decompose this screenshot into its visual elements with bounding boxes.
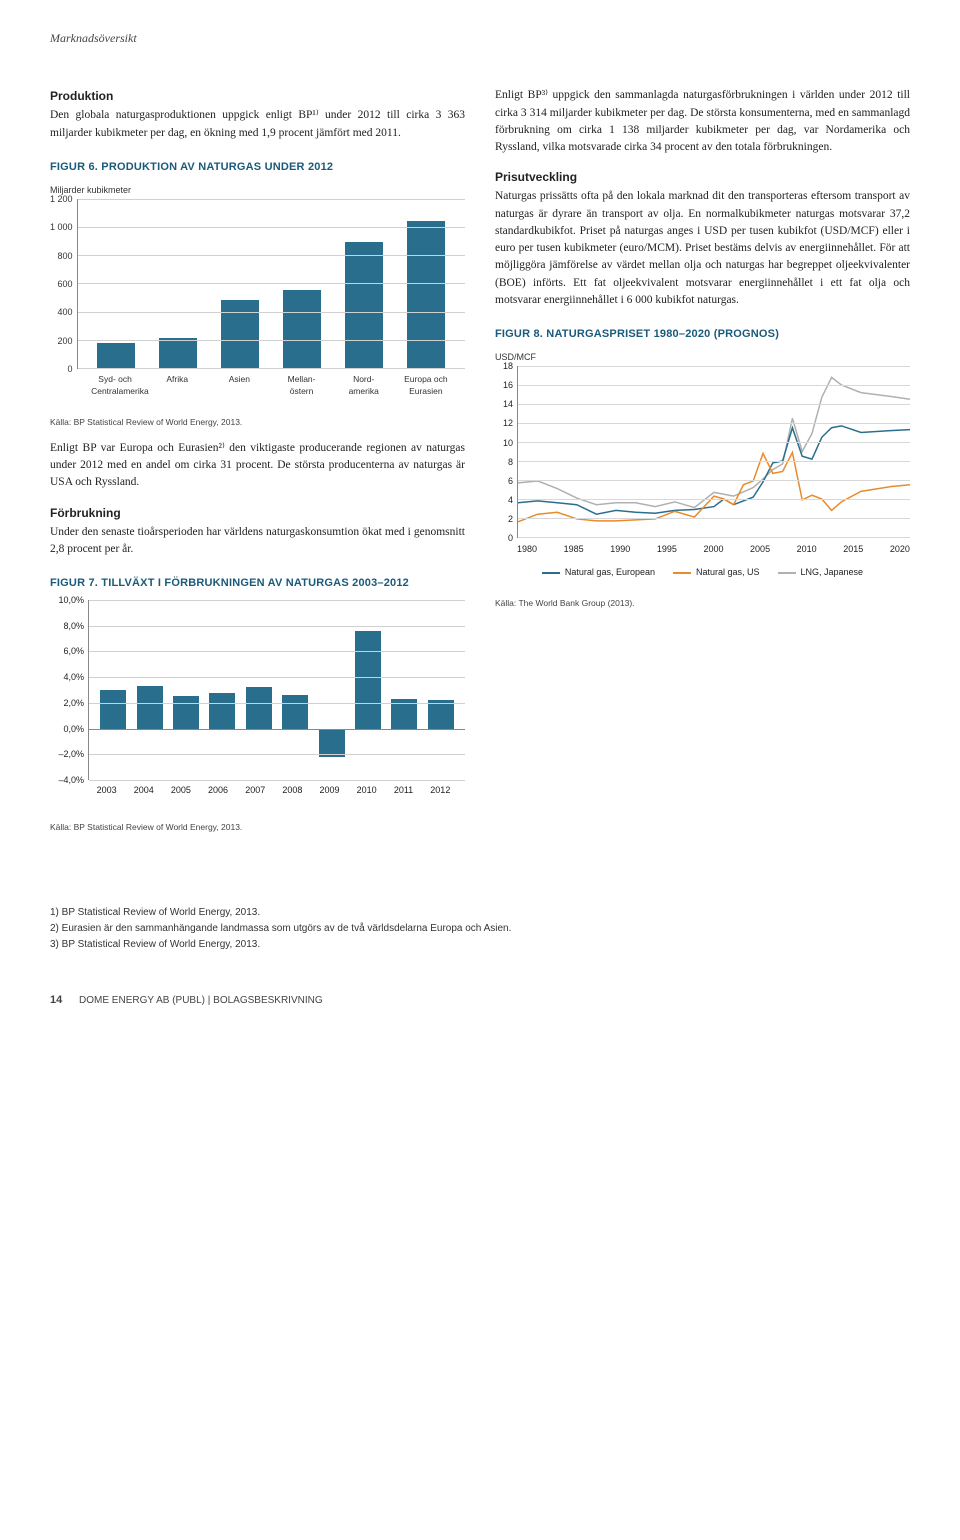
page-number: 14 (50, 994, 62, 1006)
fig8-line-eu (518, 426, 910, 514)
footnote-1: 1) BP Statistical Review of World Energy… (50, 905, 910, 921)
fig6-unit: Miljarder kubikmeter (50, 184, 465, 197)
heading-produktion: Produktion (50, 87, 465, 105)
fig8-x-labels: 198019851990199520002005201020152020 (517, 543, 910, 556)
fig8-plot-area (517, 366, 910, 538)
fig7-bar (137, 686, 163, 728)
section-header: Marknadsöversikt (50, 30, 910, 47)
heading-forbrukning: Förbrukning (50, 504, 465, 522)
para-right-2: Naturgas prissätts ofta på den lokala ma… (495, 188, 910, 309)
para-forbrukning: Under den senaste tioårsperioden har vär… (50, 524, 465, 559)
swatch-lng (778, 572, 796, 574)
legend-eu: Natural gas, European (542, 566, 655, 579)
fig6-title: FIGUR 6. PRODUKTION AV NATURGAS UNDER 20… (50, 160, 465, 176)
fig8-unit: USD/MCF (495, 351, 910, 364)
para-produktion: Den globala naturgasproduktionen uppgick… (50, 107, 465, 142)
para-right-1: Enligt BP³⁾ uppgick den sammanlagda natu… (495, 87, 910, 156)
legend-us: Natural gas, US (673, 566, 760, 579)
page-footer: 14 DOME ENERGY AB (PUBL) | BOLAGSBESKRIV… (50, 993, 910, 1009)
fig7-bar (100, 690, 126, 729)
fig6-plot-area (77, 199, 465, 369)
fig7-x-labels: 2003200420052006200720082009201020112012 (50, 780, 465, 797)
fig7-bar (282, 695, 308, 728)
fig7-source: Källa: BP Statistical Review of World En… (50, 821, 465, 833)
fig6-bar (97, 343, 135, 368)
swatch-eu (542, 572, 560, 574)
fig6-bar (283, 290, 321, 367)
fig8-svg (518, 366, 910, 537)
fig8-y-axis: 181614121086420 (495, 366, 513, 538)
footnote-3: 3) BP Statistical Review of World Energy… (50, 937, 910, 953)
footnote-2: 2) Eurasien är den sammanhängande landma… (50, 921, 910, 937)
fig7-plot-area: 10,0%8,0%6,0%4,0%2,0%0,0%–2,0%–4,0% (50, 600, 465, 780)
heading-prisutveckling: Prisutveckling (495, 168, 910, 186)
fig7-bar (428, 700, 454, 728)
fig7-chart: 10,0%8,0%6,0%4,0%2,0%0,0%–2,0%–4,0% 2003… (50, 600, 465, 797)
fig6-source: Källa: BP Statistical Review of World En… (50, 416, 465, 428)
fig7-bar (246, 687, 272, 728)
legend-lng-label: LNG, Japanese (801, 566, 864, 579)
fig7-bars (89, 600, 465, 780)
fig6-bar (345, 242, 383, 368)
fig6-bar (159, 338, 197, 368)
right-column: Enligt BP³⁾ uppgick den sammanlagda natu… (495, 87, 910, 845)
fig7-y-axis: 10,0%8,0%6,0%4,0%2,0%0,0%–2,0%–4,0% (50, 600, 84, 780)
footnotes: 1) BP Statistical Review of World Energy… (50, 905, 910, 953)
fig7-bar (173, 696, 199, 728)
fig6-bar (407, 221, 445, 368)
fig8-line-us (518, 453, 910, 522)
swatch-us (673, 572, 691, 574)
para-eurasien: Enligt BP var Europa och Eurasien²⁾ den … (50, 440, 465, 492)
fig8-source: Källa: The World Bank Group (2013). (495, 597, 910, 609)
fig7-bar (209, 693, 235, 729)
fig8-chart: 181614121086420 198019851990199520002005… (495, 366, 910, 556)
fig6-y-axis: 1 2001 0008006004002000 (50, 199, 77, 369)
two-column-layout: Produktion Den globala naturgasproduktio… (50, 87, 910, 845)
fig6-x-labels: Syd- och CentralamerikaAfrikaAsienMellan… (50, 369, 465, 398)
footer-text: DOME ENERGY AB (PUBL) | BOLAGSBESKRIVNIN… (79, 995, 323, 1006)
fig7-area (88, 600, 465, 780)
legend-eu-label: Natural gas, European (565, 566, 655, 579)
fig7-bar (355, 631, 381, 729)
legend-lng: LNG, Japanese (778, 566, 864, 579)
fig6-chart: 1 2001 0008006004002000 Syd- och Central… (50, 199, 465, 398)
fig8-legend: Natural gas, European Natural gas, US LN… (495, 566, 910, 579)
left-column: Produktion Den globala naturgasproduktio… (50, 87, 465, 845)
fig8-title: FIGUR 8. NATURGASPRISET 1980–2020 (PROGN… (495, 327, 910, 343)
fig6-bar (221, 300, 259, 368)
fig7-bar (319, 729, 345, 757)
legend-us-label: Natural gas, US (696, 566, 760, 579)
fig7-title: FIGUR 7. TILLVÄXT I FÖRBRUKNINGEN AV NAT… (50, 576, 465, 592)
